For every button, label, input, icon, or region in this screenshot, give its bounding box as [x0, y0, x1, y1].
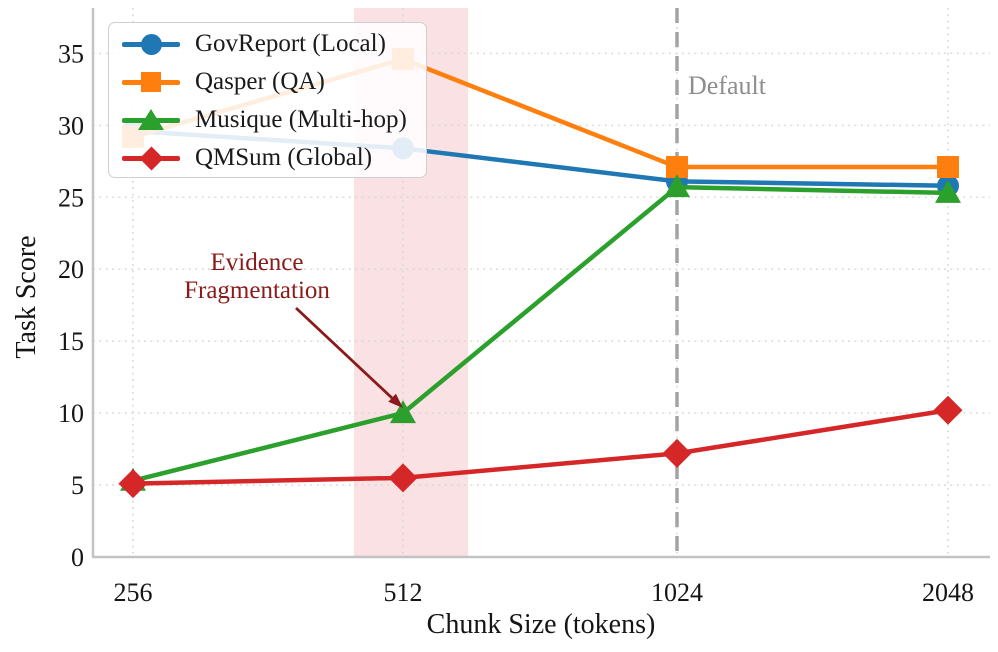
y-tick-label: 25	[58, 183, 84, 212]
series-line	[130, 184, 951, 483]
y-tick-label: 30	[58, 111, 84, 140]
y-tick-label: 0	[71, 543, 84, 572]
evidence-fragmentation-annotation: Evidence Fragmentation	[184, 249, 330, 305]
data-point-diamond	[662, 438, 692, 468]
y-tick-label: 20	[58, 255, 84, 284]
x-tick-label: 256	[114, 578, 153, 607]
legend-diamond-marker	[122, 144, 180, 172]
x-axis-label: Chunk Size (tokens)	[426, 609, 656, 640]
y-tick-label: 15	[58, 327, 84, 356]
x-tick-label: 512	[384, 578, 423, 607]
annotation-arrow-head	[388, 393, 403, 408]
series-line	[130, 407, 951, 486]
y-tick-label: 5	[71, 471, 84, 500]
annotation-line2: Fragmentation	[184, 277, 330, 304]
data-point-square	[937, 156, 959, 179]
legend-label: Qasper (QA)	[195, 68, 325, 95]
circle-icon	[140, 33, 162, 55]
legend-item: Qasper (QA)	[109, 63, 426, 101]
default-line-label: Default	[688, 71, 766, 100]
annotation-arrow-shaft	[295, 306, 393, 400]
y-tick-label: 10	[58, 399, 84, 428]
legend-item: Musique (Multi-hop)	[109, 101, 426, 139]
y-axis-label: Task Score	[11, 235, 42, 359]
data-point-diamond	[118, 469, 148, 499]
legend: GovReport (Local) Qasper (QA) Musique (Mul…	[108, 22, 427, 178]
x-tick-label: 1024	[651, 578, 703, 607]
data-point-diamond	[933, 395, 963, 425]
triangle-icon	[138, 109, 164, 130]
legend-circle-marker	[122, 30, 180, 58]
legend-label: QMSum (Global)	[195, 144, 373, 171]
legend-label: Musique (Multi-hop)	[195, 106, 407, 133]
data-point-triangle	[935, 179, 961, 203]
legend-label: GovReport (Local)	[195, 30, 386, 57]
legend-item: GovReport (Local)	[109, 25, 426, 63]
data-point-triangle	[390, 400, 416, 424]
diamond-icon	[138, 145, 164, 171]
data-point-diamond	[388, 463, 418, 493]
legend-square-marker	[122, 68, 180, 96]
square-icon	[141, 72, 161, 92]
annotation-line1: Evidence	[210, 249, 304, 276]
y-tick-label: 35	[58, 39, 84, 68]
legend-triangle-marker	[122, 106, 180, 134]
data-point-square	[666, 156, 688, 179]
legend-item: QMSum (Global)	[109, 139, 426, 177]
data-point-triangle	[664, 174, 690, 198]
x-tick-label: 2048	[922, 578, 974, 607]
